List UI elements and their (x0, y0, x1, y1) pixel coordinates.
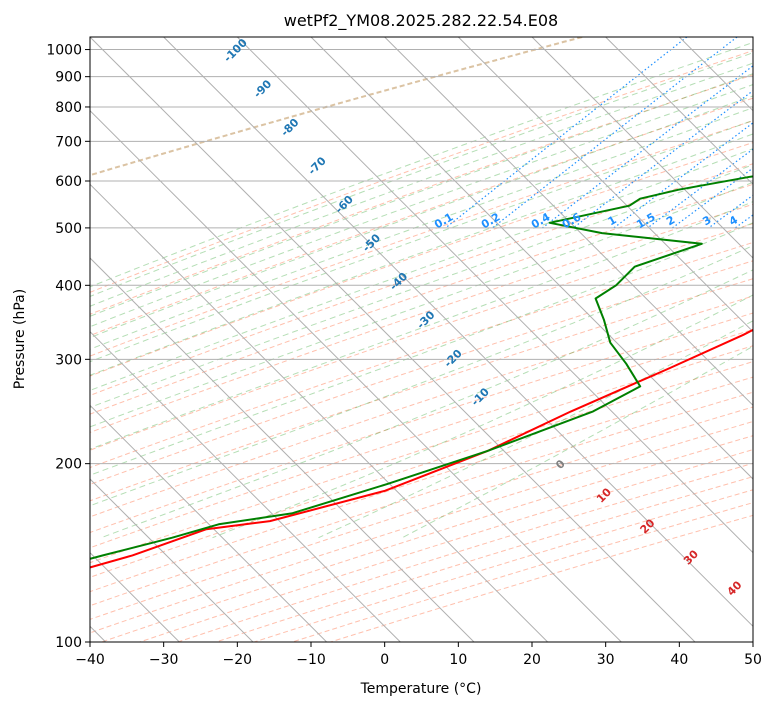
y-tick-label: 400 (55, 278, 82, 294)
isotherm-line (384, 37, 753, 407)
dry-adiabat-line (90, 345, 753, 564)
dry-adiabat-line (90, 391, 753, 607)
x-tick-label: 0 (380, 652, 389, 668)
dry-adiabat-line (90, 241, 753, 469)
x-tick-label: 40 (670, 652, 688, 668)
y-tick-label: 600 (55, 174, 82, 190)
y-tick-label: 100 (55, 635, 82, 651)
x-axis-title: Temperature (°C) (360, 681, 482, 697)
dewpoint-profile-line (90, 175, 753, 560)
isotherm-line (90, 183, 549, 642)
y-tick-label: 200 (55, 457, 82, 473)
dry-adiabat-line (90, 376, 753, 593)
isotherm-line (163, 37, 753, 628)
y-tick-label: 1000 (46, 43, 82, 59)
dry-adiabat-line (90, 223, 753, 451)
isotherm-line (90, 404, 328, 642)
plot-frame (89, 36, 754, 643)
isotherm-grid (90, 37, 753, 642)
mixing-ratio-line (572, 89, 753, 229)
isotherm-line (90, 109, 622, 642)
dry-adiabat-line (90, 97, 753, 337)
x-tick-label: −10 (296, 652, 326, 668)
x-tick-label: −40 (75, 652, 105, 668)
chart-title: wetPf2_YM08.2025.282.22.54.E08 (284, 11, 558, 31)
dry-adiabat-line (90, 278, 753, 502)
y-axis-title: Pressure (hPa) (12, 289, 28, 389)
profiles (90, 175, 753, 569)
mixing-ratio-line (542, 65, 753, 229)
dry-adiabat-line (90, 361, 753, 578)
dry-adiabat-line (90, 329, 753, 549)
dry-adiabat-line (90, 295, 753, 518)
dry-adiabat-line (90, 142, 753, 377)
mixing-ratio-line (672, 167, 753, 229)
x-tick-label: 20 (523, 652, 541, 668)
x-axis-ticks: −40 −30 −20 −10 0 10 20 30 40 50 (75, 642, 762, 668)
isotherm-line (310, 37, 753, 480)
dry-adiabat-line (90, 312, 753, 534)
isotherm-line (457, 37, 753, 333)
y-axis-ticks: 1000 900 800 700 600 500 400 300 200 100 (46, 43, 90, 651)
x-tick-label: 50 (744, 652, 762, 668)
mixing-ratio-line (492, 37, 738, 229)
isotherm-line (605, 37, 753, 186)
isotherm-line (90, 37, 696, 642)
dry-adiabat-line (90, 260, 753, 485)
y-tick-label: 800 (55, 100, 82, 116)
y-tick-label: 900 (55, 70, 82, 86)
x-tick-label: −20 (223, 652, 253, 668)
y-tick-label: 700 (55, 134, 82, 150)
isotherm-line (531, 37, 753, 259)
y-tick-label: 300 (55, 352, 82, 368)
isotherm-line (90, 257, 475, 642)
isotherm-line (90, 478, 254, 642)
x-tick-label: 30 (597, 652, 615, 668)
x-tick-label: 10 (449, 652, 467, 668)
temperature-profile-line (90, 328, 753, 569)
x-tick-label: −30 (149, 652, 179, 668)
isotherm-line (90, 330, 401, 642)
dry-adiabat-line (90, 50, 753, 293)
pressure-grid (90, 49, 753, 642)
y-tick-label: 500 (55, 221, 82, 237)
isotherm-line (236, 37, 753, 554)
